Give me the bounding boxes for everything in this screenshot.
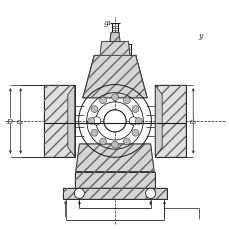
Circle shape xyxy=(123,98,130,104)
Polygon shape xyxy=(82,56,147,98)
Circle shape xyxy=(91,106,98,113)
Circle shape xyxy=(145,188,155,199)
Polygon shape xyxy=(63,188,166,199)
Circle shape xyxy=(111,142,118,148)
Polygon shape xyxy=(155,86,185,157)
Text: y: y xyxy=(197,32,201,39)
Polygon shape xyxy=(68,86,74,157)
Circle shape xyxy=(99,98,106,104)
Circle shape xyxy=(131,106,138,113)
Circle shape xyxy=(74,188,84,199)
Circle shape xyxy=(131,130,138,137)
Circle shape xyxy=(99,138,106,145)
Polygon shape xyxy=(74,172,155,188)
Polygon shape xyxy=(44,86,74,157)
Text: d₂: d₂ xyxy=(189,117,196,125)
Polygon shape xyxy=(76,144,153,172)
Circle shape xyxy=(123,138,130,145)
Circle shape xyxy=(135,118,142,125)
Circle shape xyxy=(92,117,100,125)
Text: g₁: g₁ xyxy=(104,19,112,27)
Text: d₂: d₂ xyxy=(17,117,24,125)
Polygon shape xyxy=(109,33,120,42)
Text: D: D xyxy=(6,117,12,125)
Text: d: d xyxy=(87,117,92,125)
Circle shape xyxy=(111,94,118,101)
Text: g: g xyxy=(110,32,115,39)
Polygon shape xyxy=(155,86,161,157)
Polygon shape xyxy=(100,42,129,56)
Text: w: w xyxy=(96,162,103,170)
Circle shape xyxy=(129,117,137,125)
Circle shape xyxy=(104,110,125,132)
Circle shape xyxy=(87,118,94,125)
Text: d₅: d₅ xyxy=(113,117,121,125)
Text: d₄: d₄ xyxy=(160,117,168,125)
Circle shape xyxy=(91,130,98,136)
